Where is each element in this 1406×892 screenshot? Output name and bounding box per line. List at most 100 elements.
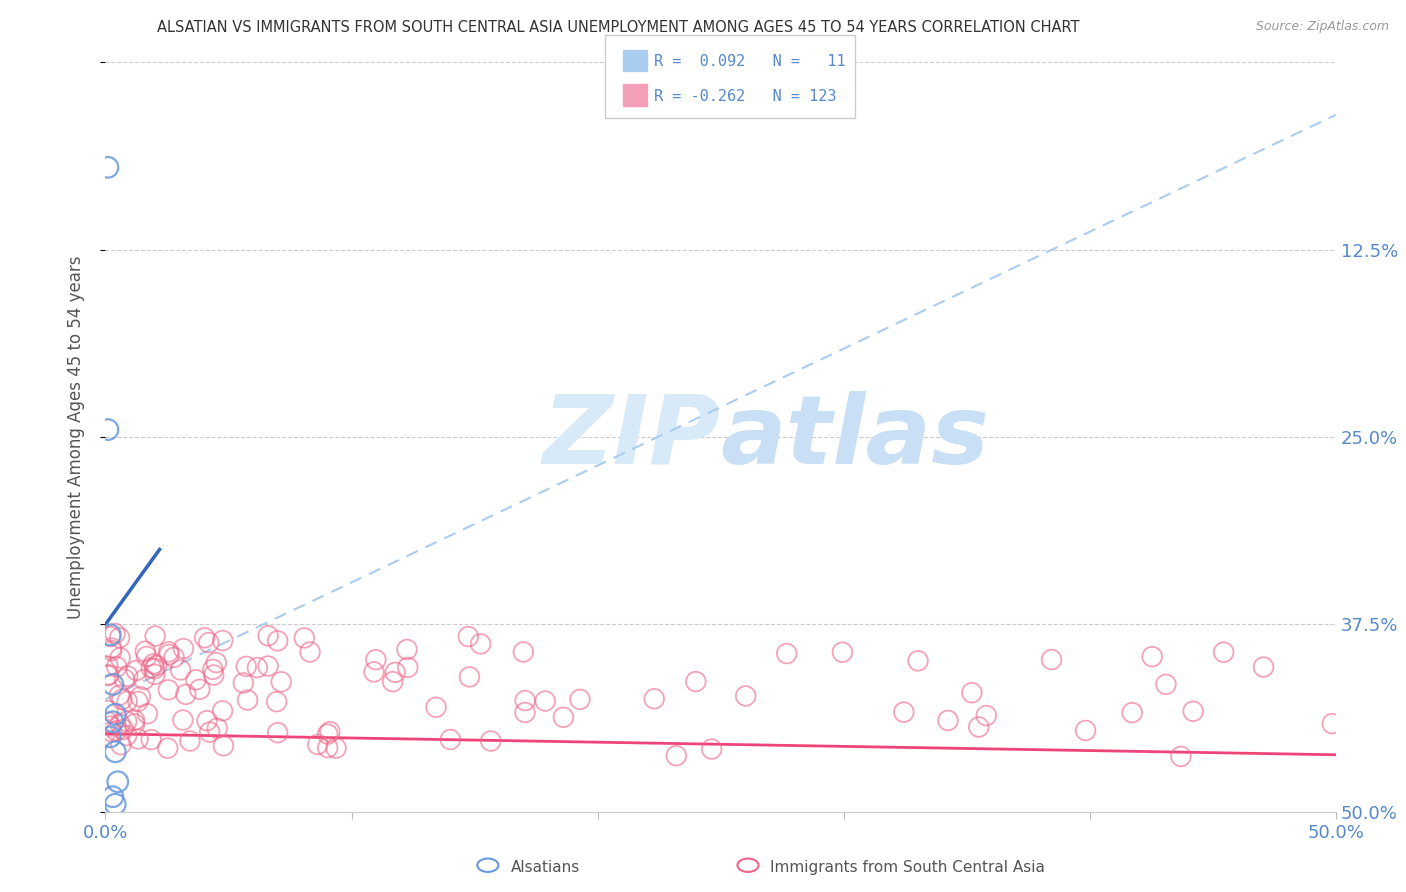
Point	[107, 774, 129, 789]
Point	[104, 707, 127, 722]
Point	[172, 713, 194, 727]
Point	[439, 732, 461, 747]
Point	[1074, 723, 1097, 738]
Point	[172, 641, 194, 656]
Point	[98, 730, 122, 744]
Point	[115, 714, 138, 729]
Point	[111, 692, 134, 706]
Text: R = -0.262   N = 123: R = -0.262 N = 123	[654, 89, 837, 103]
Point	[974, 708, 997, 723]
Point	[108, 717, 131, 731]
Point	[292, 631, 315, 645]
Point	[319, 724, 342, 739]
Point	[112, 723, 135, 737]
Text: atlas: atlas	[721, 391, 990, 483]
Point	[553, 710, 575, 724]
Point	[568, 692, 591, 706]
Point	[363, 665, 385, 679]
Point	[512, 645, 534, 659]
Point	[100, 724, 122, 739]
Point	[141, 732, 163, 747]
Point	[364, 653, 387, 667]
Point	[198, 725, 221, 739]
Point	[143, 667, 166, 681]
Point	[513, 706, 536, 720]
Point	[266, 695, 288, 709]
Point	[907, 654, 929, 668]
Point	[101, 714, 124, 729]
Point	[266, 633, 288, 648]
Text: R =  0.092   N =   11: R = 0.092 N = 11	[654, 54, 845, 69]
Point	[831, 645, 853, 659]
Point	[188, 682, 211, 697]
Point	[157, 648, 180, 662]
Point	[270, 674, 292, 689]
Point	[179, 734, 201, 748]
Point	[104, 626, 127, 640]
Point	[1322, 716, 1344, 731]
Point	[298, 645, 321, 659]
Point	[457, 630, 479, 644]
Point	[936, 714, 959, 728]
Point	[470, 637, 492, 651]
Point	[97, 715, 120, 730]
Point	[129, 690, 152, 704]
Point	[124, 713, 146, 727]
Point	[266, 725, 288, 739]
Point	[127, 731, 149, 746]
Point	[134, 644, 156, 658]
Point	[202, 668, 225, 682]
Point	[174, 687, 197, 701]
Point	[105, 660, 128, 674]
Point	[97, 704, 120, 718]
Point	[257, 659, 280, 673]
Point	[108, 688, 131, 702]
Point	[157, 682, 180, 697]
Point	[145, 658, 167, 673]
Point	[396, 660, 419, 674]
Y-axis label: Unemployment Among Ages 45 to 54 years: Unemployment Among Ages 45 to 54 years	[66, 255, 84, 619]
Point	[101, 677, 124, 691]
Point	[381, 674, 404, 689]
Point	[205, 721, 228, 735]
Point	[112, 672, 135, 686]
Point	[316, 727, 339, 741]
Point	[893, 705, 915, 719]
Point	[316, 740, 339, 755]
Point	[307, 738, 329, 752]
Point	[232, 676, 254, 690]
Point	[395, 642, 418, 657]
Point	[425, 700, 447, 714]
Point	[98, 628, 122, 642]
Point	[105, 723, 128, 738]
Point	[115, 728, 138, 742]
Point	[169, 663, 191, 677]
Point	[97, 667, 120, 681]
Point	[184, 673, 207, 687]
Point	[515, 693, 537, 707]
Point	[211, 704, 233, 718]
Point	[163, 650, 186, 665]
Point	[1182, 704, 1205, 718]
Point	[135, 649, 157, 664]
Point	[115, 694, 138, 708]
Point	[143, 629, 166, 643]
Point	[195, 714, 218, 728]
Point	[643, 691, 665, 706]
Text: Alsatians: Alsatians	[510, 860, 579, 874]
Point	[100, 719, 122, 733]
Point	[776, 647, 799, 661]
Point	[157, 645, 180, 659]
Point	[108, 631, 131, 645]
Point	[100, 641, 122, 656]
Point	[132, 673, 155, 687]
Point	[1121, 706, 1143, 720]
Point	[534, 694, 557, 708]
Text: ZIP: ZIP	[543, 391, 721, 483]
Point	[458, 670, 481, 684]
Point	[142, 657, 165, 671]
Point	[246, 660, 269, 674]
Point	[101, 789, 124, 804]
Point	[211, 633, 233, 648]
Point	[104, 745, 127, 759]
